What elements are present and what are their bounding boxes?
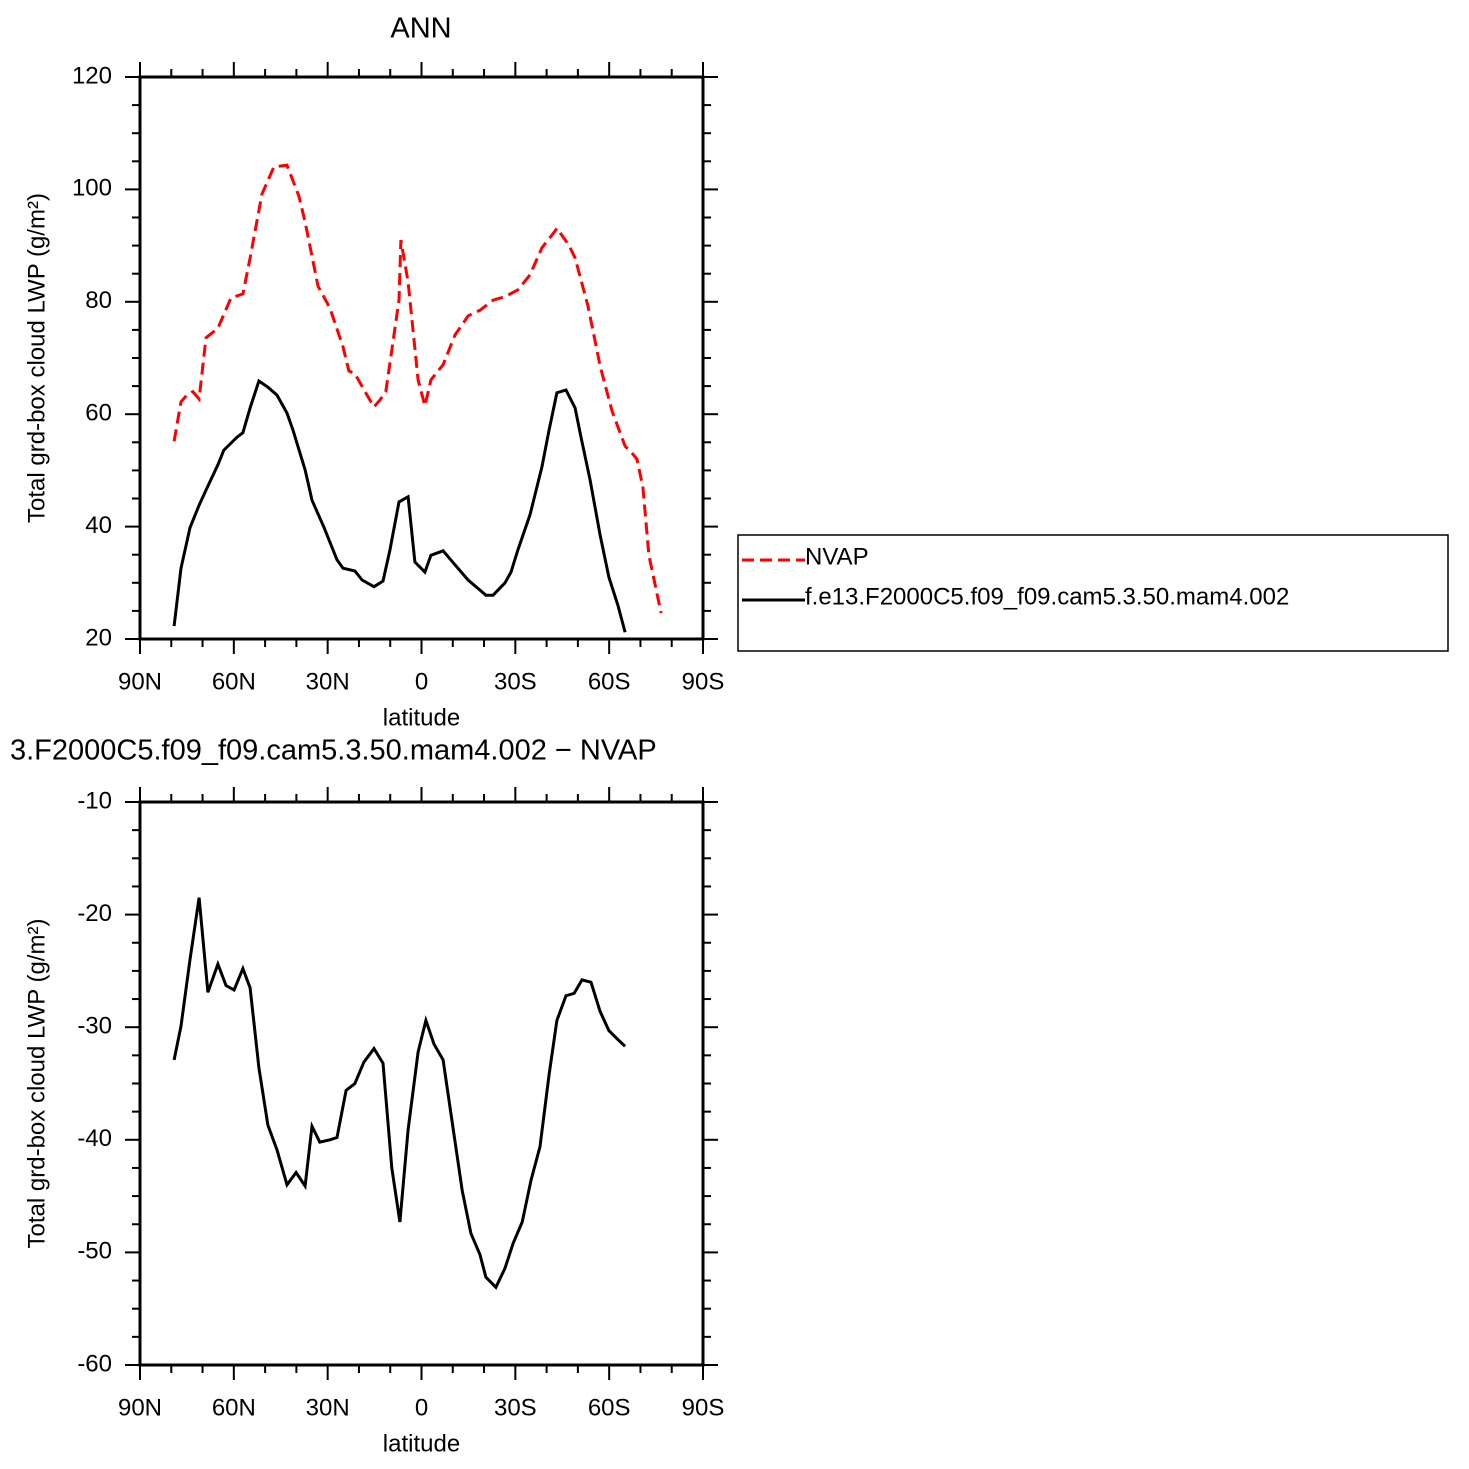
legend-label: NVAP [805,543,869,570]
x-tick-label: 60N [212,668,256,695]
x-tick-label: 30N [306,1394,350,1421]
plot-frame [138,75,705,641]
y-tick-label: -30 [77,1013,112,1040]
y-tick-label: 80 [85,287,112,314]
y-tick-label: 20 [85,624,112,651]
plot-frame [138,800,705,1367]
y-tick-label: -60 [77,1350,112,1377]
x-tick-label: 0 [415,1394,428,1421]
y-tick-label: 60 [85,400,112,427]
x-tick-label: 0 [415,668,428,695]
x-tick-label: 90S [682,668,725,695]
chart-title: ANN [390,13,451,45]
data-line [172,897,627,1290]
y-tick-label: 120 [72,62,112,89]
y-tick-label: -40 [77,1125,112,1152]
y-axis-label: Total grd-box cloud LWP (g/m²) [23,919,50,1249]
x-tick-label: 60S [588,1394,631,1421]
y-tick-label: -50 [77,1238,112,1265]
x-tick-label: 30N [306,668,350,695]
y-tick-label: 100 [72,175,112,202]
chart-title: 3.F2000C5.f09_f09.cam5.3.50.mam4.002 − N… [10,735,657,767]
x-tick-label: 60S [588,668,631,695]
y-tick-label: -10 [77,787,112,814]
x-axis-label: latitude [383,704,460,731]
x-tick-label: 90N [118,668,162,695]
x-tick-label: 30S [494,668,537,695]
x-axis-label: latitude [383,1430,460,1457]
data-line [172,378,627,633]
x-tick-label: 90S [682,1394,725,1421]
y-tick-label: -20 [77,900,112,927]
x-tick-label: 30S [494,1394,537,1421]
data-line [172,163,663,614]
x-tick-label: 90N [118,1394,162,1421]
y-tick-label: 40 [85,512,112,539]
x-tick-label: 60N [212,1394,256,1421]
legend-box [737,534,1449,652]
legend-label: f.e13.F2000C5.f09_f09.cam5.3.50.mam4.002 [805,583,1289,610]
y-axis-label: Total grd-box cloud LWP (g/m²) [23,193,50,523]
